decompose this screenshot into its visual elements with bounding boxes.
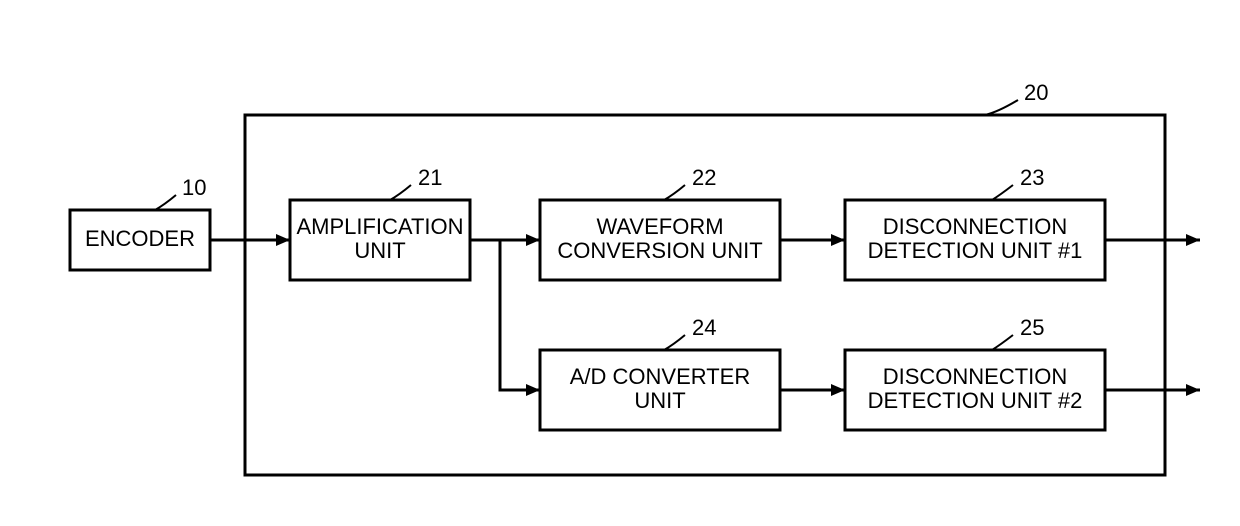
ad-label: A/D CONVERTER — [570, 364, 751, 389]
encoder-label: ENCODER — [85, 226, 195, 251]
ref-leader — [664, 335, 685, 350]
waveform-ref: 22 — [692, 165, 716, 190]
arrowhead — [526, 234, 540, 246]
ref-leader — [992, 185, 1013, 200]
arrowhead — [276, 234, 290, 246]
ref-leader — [985, 100, 1018, 115]
ref-leader — [992, 335, 1013, 350]
ad-ref: 24 — [692, 315, 716, 340]
arrowhead — [526, 384, 540, 396]
waveform-label: CONVERSION UNIT — [557, 238, 762, 263]
arrowhead — [831, 384, 845, 396]
amp-label: UNIT — [354, 238, 405, 263]
amp-branch-to-ad — [500, 240, 540, 390]
ad-label: UNIT — [634, 388, 685, 413]
ref-leader — [390, 185, 411, 200]
disc2-label: DETECTION UNIT #2 — [868, 388, 1083, 413]
disc2-label: DISCONNECTION — [883, 364, 1068, 389]
container-ref: 20 — [1024, 80, 1048, 105]
amp-label: AMPLIFICATION — [296, 214, 463, 239]
arrowhead — [831, 234, 845, 246]
arrowhead — [1186, 384, 1200, 396]
amp-ref: 21 — [418, 165, 442, 190]
arrowhead — [1186, 234, 1200, 246]
block-diagram: 20ENCODER10AMPLIFICATIONUNIT21WAVEFORMCO… — [0, 0, 1240, 526]
disc2-ref: 25 — [1020, 315, 1044, 340]
disc1-label: DETECTION UNIT #1 — [868, 238, 1083, 263]
waveform-label: WAVEFORM — [596, 214, 723, 239]
disc1-ref: 23 — [1020, 165, 1044, 190]
ref-leader — [155, 195, 176, 210]
disc1-label: DISCONNECTION — [883, 214, 1068, 239]
encoder-ref: 10 — [182, 175, 206, 200]
ref-leader — [664, 185, 685, 200]
